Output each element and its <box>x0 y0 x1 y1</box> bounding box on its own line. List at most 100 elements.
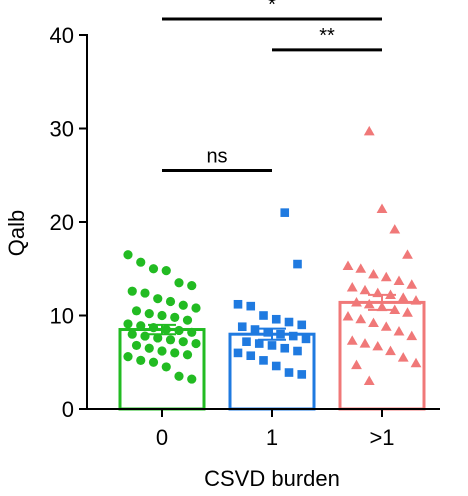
data-point <box>389 224 401 234</box>
data-point <box>385 345 396 356</box>
data-point <box>380 321 392 331</box>
data-point <box>144 309 154 319</box>
y-axis-label: Qalb <box>4 210 29 256</box>
data-point <box>187 374 197 384</box>
data-point <box>242 337 251 346</box>
data-point <box>161 324 171 335</box>
data-point <box>233 348 243 358</box>
data-point <box>351 297 362 307</box>
data-point <box>402 249 413 259</box>
significance-label-1: ** <box>319 25 335 47</box>
x-axis-label: CSVD burden <box>204 466 340 491</box>
data-point <box>393 275 405 285</box>
data-point <box>161 266 171 276</box>
data-point <box>144 343 154 353</box>
data-point <box>406 279 418 289</box>
x-tick-label: >1 <box>369 425 394 450</box>
data-point <box>191 303 201 313</box>
data-point <box>148 357 159 367</box>
data-point <box>359 284 371 295</box>
data-point <box>293 259 302 269</box>
data-point <box>233 299 243 309</box>
data-point <box>355 263 367 273</box>
data-point <box>140 331 150 341</box>
data-point <box>271 314 281 324</box>
bar-0 <box>118 328 206 411</box>
data-point <box>351 359 362 370</box>
y-tick-label: 10 <box>50 304 74 329</box>
data-point <box>246 351 256 361</box>
y-tick-label: 40 <box>50 23 74 48</box>
data-point <box>368 268 379 279</box>
data-point <box>276 329 285 339</box>
data-point <box>267 341 277 350</box>
data-point <box>182 315 193 325</box>
data-point <box>131 306 142 316</box>
y-tick-label: 0 <box>62 397 74 422</box>
data-point <box>136 355 146 365</box>
data-point <box>410 295 422 305</box>
x-tick-label: 0 <box>156 425 168 450</box>
data-point <box>263 328 273 337</box>
data-point <box>284 368 294 377</box>
x-tick-label: 1 <box>266 425 278 450</box>
data-point <box>346 335 358 345</box>
data-point <box>259 311 268 320</box>
data-point <box>346 282 358 292</box>
data-point <box>359 338 371 348</box>
data-point <box>153 294 163 304</box>
data-point <box>187 327 197 337</box>
data-point <box>342 260 354 270</box>
data-point <box>140 288 150 298</box>
data-point <box>410 357 422 368</box>
bar-2 <box>338 300 426 411</box>
data-point <box>363 298 375 309</box>
data-point <box>397 292 409 302</box>
significance-label-2: ns <box>206 145 227 167</box>
data-point <box>123 250 133 260</box>
data-point <box>246 301 256 311</box>
data-point <box>187 280 197 291</box>
data-point <box>127 286 137 296</box>
data-point <box>254 339 264 348</box>
data-point <box>363 125 375 136</box>
data-point <box>363 375 375 385</box>
data-point <box>153 333 163 343</box>
data-point <box>368 317 379 328</box>
data-point <box>297 370 307 379</box>
data-point <box>178 337 188 347</box>
data-point <box>402 307 413 317</box>
data-point <box>293 346 302 356</box>
data-point <box>174 325 184 336</box>
data-point <box>182 350 193 360</box>
data-point <box>284 317 294 327</box>
data-point <box>237 322 247 332</box>
data-point <box>406 330 418 341</box>
data-point <box>123 352 133 362</box>
data-point <box>174 371 184 381</box>
data-point <box>355 313 367 324</box>
y-tick-label: 20 <box>50 210 74 235</box>
significance-label-0: * <box>268 0 276 16</box>
data-point <box>127 329 137 339</box>
data-point <box>280 343 290 353</box>
data-point <box>250 325 260 334</box>
data-point <box>397 352 409 362</box>
data-point <box>342 311 354 321</box>
data-point <box>259 356 268 365</box>
data-point <box>376 203 388 213</box>
data-point <box>380 271 392 282</box>
data-point <box>123 319 133 329</box>
data-point <box>157 310 167 321</box>
data-point <box>393 325 405 336</box>
data-point <box>148 264 159 274</box>
data-point <box>170 312 180 322</box>
data-point <box>288 331 298 341</box>
data-point <box>136 321 146 331</box>
data-point <box>136 257 146 267</box>
data-point <box>372 340 384 351</box>
data-point <box>174 278 184 288</box>
data-point <box>297 320 307 330</box>
